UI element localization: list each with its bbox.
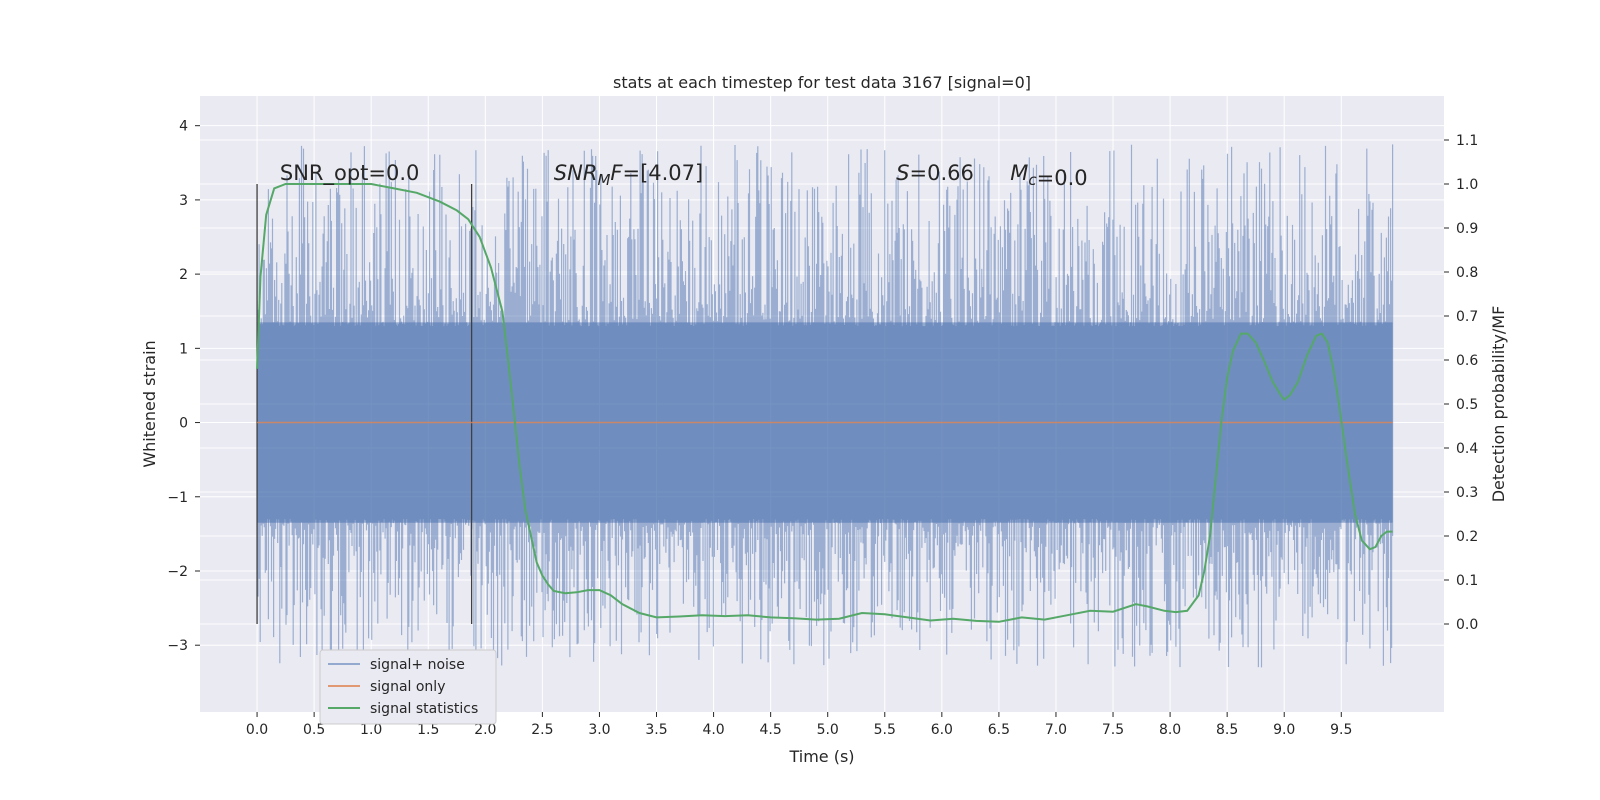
marker-lines bbox=[256, 184, 473, 624]
y-right-tick-label: 0.5 bbox=[1456, 397, 1478, 413]
x-tick-label: 5.5 bbox=[874, 722, 896, 738]
signal-statistics-line bbox=[256, 183, 1393, 623]
y-right-tick-label: 0.7 bbox=[1456, 309, 1478, 325]
annotation-0: SNR_opt=0.0 bbox=[280, 161, 420, 186]
legend-label-signal-only: signal only bbox=[370, 679, 445, 695]
x-tick-label: 9.5 bbox=[1330, 722, 1352, 738]
y-right-tick-label: 1.0 bbox=[1456, 177, 1478, 193]
legend: signal+ noise signal only signal statist… bbox=[319, 649, 497, 725]
x-tick-label: 7.0 bbox=[1045, 722, 1067, 738]
x-tick-label: 8.5 bbox=[1216, 722, 1238, 738]
y-right-tick-label: 0.6 bbox=[1456, 353, 1478, 369]
y-left-tick-label: −1 bbox=[167, 490, 188, 506]
x-axis: 0.0 0.5 1.0 1.5 2.0 2.5 3.0 3.5 4.0 4.5 5.0 5.5 6.0 6… bbox=[246, 712, 1352, 738]
annotations: SNR_opt=0.0 SNRMF=[4.07] S=0.66 Mc=0.0 bbox=[280, 161, 1088, 190]
x-tick-label: 6.5 bbox=[988, 722, 1010, 738]
annotation-3: Mc=0.0 bbox=[1010, 161, 1087, 190]
y-right-tick-label: 0.2 bbox=[1456, 529, 1478, 545]
annotation-2: S=0.66 bbox=[896, 161, 974, 185]
y-axis-right: 1.1 1.0 0.9 0.8 0.7 0.6 0.5 0.4 0.3 0.2 0.1 0.0 bbox=[1444, 133, 1478, 633]
legend-label-signal-noise: signal+ noise bbox=[370, 657, 465, 673]
y-axis-left: 4 3 2 1 0 −1 −2 −3 bbox=[167, 119, 200, 654]
x-tick-label: 1.5 bbox=[417, 722, 439, 738]
y-left-tick-label: −2 bbox=[167, 564, 188, 580]
x-tick-label: 4.0 bbox=[702, 722, 724, 738]
y-right-tick-label: 0.3 bbox=[1456, 485, 1478, 501]
x-tick-label: 6.0 bbox=[931, 722, 953, 738]
y-left-tick-label: 2 bbox=[179, 267, 188, 283]
x-axis-title: Time (s) bbox=[788, 747, 854, 766]
y-right-tick-label: 1.1 bbox=[1456, 133, 1478, 149]
annotation-1: SNRMF=[4.07] bbox=[554, 161, 703, 189]
x-tick-label: 0.5 bbox=[303, 722, 325, 738]
x-tick-label: 3.0 bbox=[588, 722, 610, 738]
x-tick-label: 0.0 bbox=[246, 722, 268, 738]
y-axis-left-title: Whitened strain bbox=[140, 340, 159, 467]
x-tick-label: 9.0 bbox=[1273, 722, 1295, 738]
y-left-tick-label: 0 bbox=[179, 416, 188, 432]
x-tick-label: 7.5 bbox=[1102, 722, 1124, 738]
y-axis-right-title: Detection probability/MF bbox=[1489, 306, 1508, 503]
x-tick-label: 3.5 bbox=[645, 722, 667, 738]
legend-box bbox=[319, 649, 497, 725]
x-tick-label: 1.0 bbox=[360, 722, 382, 738]
y-left-tick-label: −3 bbox=[167, 638, 188, 654]
y-right-tick-label: 0.4 bbox=[1456, 441, 1478, 457]
chart-title: stats at each timestep for test data 316… bbox=[613, 73, 1031, 92]
y-right-tick-label: 0.8 bbox=[1456, 265, 1478, 281]
x-tick-label: 2.5 bbox=[531, 722, 553, 738]
x-tick-label: 8.0 bbox=[1159, 722, 1181, 738]
y-left-tick-label: 1 bbox=[179, 341, 188, 357]
legend-label-signal-statistics: signal statistics bbox=[370, 701, 478, 717]
y-right-tick-label: 0.0 bbox=[1456, 617, 1478, 633]
y-left-tick-label: 3 bbox=[179, 193, 188, 209]
y-left-tick-label: 4 bbox=[179, 119, 188, 135]
x-tick-label: 2.0 bbox=[474, 722, 496, 738]
y-right-tick-label: 0.9 bbox=[1456, 221, 1478, 237]
x-tick-label: 4.5 bbox=[760, 722, 782, 738]
x-tick-label: 5.0 bbox=[817, 722, 839, 738]
y-right-tick-label: 0.1 bbox=[1456, 573, 1478, 589]
series-lines bbox=[256, 183, 1393, 623]
